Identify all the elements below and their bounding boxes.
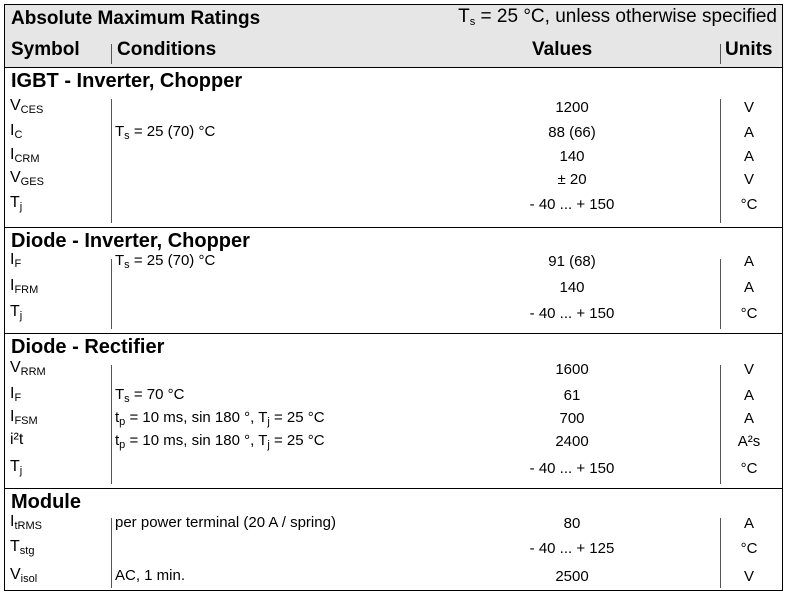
row-unit: V	[743, 568, 754, 585]
row-symbol: Tj	[10, 458, 23, 477]
column-divider	[720, 99, 721, 223]
row-symbol: IF	[10, 251, 22, 270]
row-unit: A	[743, 387, 754, 404]
header-conditions: Conditions	[117, 39, 217, 60]
section-title: Module	[11, 491, 81, 513]
header-values: Values	[532, 39, 593, 60]
row-unit: °C	[740, 196, 758, 213]
row-condition: tp = 10 ms, sin 180 °, Tj = 25 °C	[115, 432, 325, 451]
row-value: 700	[559, 410, 585, 427]
row-unit: A	[743, 253, 754, 270]
row-symbol: ItRMS	[10, 513, 42, 532]
section-divider	[5, 488, 782, 489]
row-unit: A²s	[737, 433, 761, 450]
row-value: 1200	[555, 99, 589, 116]
section-divider	[5, 333, 782, 334]
row-symbol: ICRM	[10, 146, 40, 165]
column-divider	[111, 99, 112, 223]
row-symbol: VCES	[10, 97, 44, 116]
section-divider	[5, 67, 782, 68]
row-symbol: VGES	[10, 169, 44, 188]
header-divider	[111, 44, 112, 64]
row-unit: °C	[740, 460, 758, 477]
row-symbol: Visol	[10, 566, 38, 585]
row-unit: V	[743, 171, 754, 188]
row-value: - 40 ... + 125	[529, 540, 615, 557]
row-value: ± 20	[557, 171, 587, 188]
row-unit: A	[743, 148, 754, 165]
row-condition: AC, 1 min.	[115, 567, 186, 584]
row-value: 88 (66)	[548, 124, 596, 141]
column-divider	[720, 259, 721, 329]
row-symbol: Tj	[10, 303, 23, 322]
section-title: IGBT - Inverter, Chopper	[11, 70, 243, 92]
row-unit: °C	[740, 305, 758, 322]
row-symbol: IFSM	[10, 408, 38, 427]
header-units: Units	[725, 39, 773, 60]
column-divider	[111, 518, 112, 588]
global-condition: Ts = 25 °C, unless otherwise specified	[458, 6, 777, 28]
row-value: 1600	[555, 361, 589, 378]
row-symbol: IFRM	[10, 277, 39, 296]
row-symbol: i²t	[10, 431, 24, 448]
row-symbol: IC	[10, 122, 23, 141]
row-value: 2500	[555, 568, 589, 585]
header-symbol: Symbol	[11, 39, 80, 60]
row-value: 61	[563, 387, 581, 404]
row-value: 2400	[555, 433, 589, 450]
row-condition: Ts = 25 (70) °C	[115, 252, 216, 271]
column-divider	[720, 365, 721, 484]
row-symbol: IF	[10, 385, 22, 404]
column-divider	[111, 365, 112, 484]
row-value: - 40 ... + 150	[529, 460, 615, 477]
row-symbol: Tstg	[10, 538, 35, 557]
row-value: 80	[563, 515, 581, 532]
row-condition: per power terminal (20 A / spring)	[115, 514, 336, 531]
row-unit: A	[743, 124, 754, 141]
row-unit: A	[743, 410, 754, 427]
table-title: Absolute Maximum Ratings	[11, 8, 261, 29]
row-unit: A	[743, 515, 754, 532]
row-condition: tp = 10 ms, sin 180 °, Tj = 25 °C	[115, 409, 325, 428]
row-value: 140	[559, 279, 585, 296]
title-bar: Absolute Maximum Ratings Ts = 25 °C, unl…	[5, 5, 782, 38]
section-divider	[5, 227, 782, 228]
row-condition: Ts = 70 °C	[115, 386, 185, 405]
row-value: - 40 ... + 150	[529, 305, 615, 322]
section-title: Diode - Inverter, Chopper	[11, 230, 250, 252]
row-unit: °C	[740, 540, 758, 557]
ratings-table: Absolute Maximum Ratings Ts = 25 °C, unl…	[4, 4, 783, 591]
row-value: 140	[559, 148, 585, 165]
section-title: Diode - Rectifier	[11, 336, 165, 358]
row-condition: Ts = 25 (70) °C	[115, 123, 216, 142]
row-symbol: VRRM	[10, 359, 46, 378]
row-value: - 40 ... + 150	[529, 196, 615, 213]
row-value: 91 (68)	[548, 253, 596, 270]
row-unit: V	[743, 361, 754, 378]
column-divider	[111, 259, 112, 329]
row-unit: A	[743, 279, 754, 296]
row-symbol: Tj	[10, 194, 23, 213]
column-header: Symbol Conditions Values Units	[5, 38, 782, 67]
column-divider	[720, 518, 721, 588]
row-unit: V	[743, 99, 754, 116]
header-divider	[720, 44, 721, 64]
